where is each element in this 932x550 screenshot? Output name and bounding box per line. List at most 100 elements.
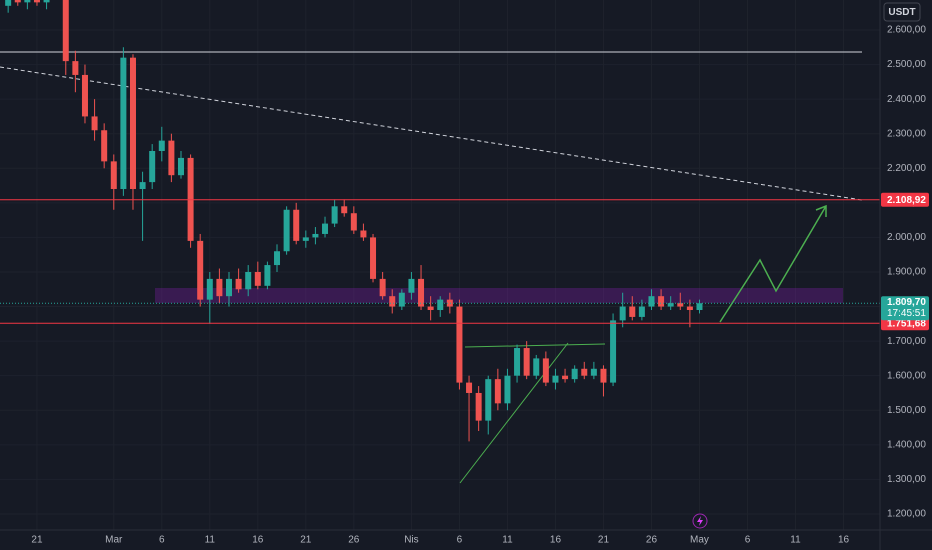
candle-body — [514, 348, 521, 376]
candle-body — [341, 206, 348, 214]
x-tick-label: 16 — [838, 535, 850, 546]
candle-body — [293, 209, 300, 241]
x-tick-label: 11 — [502, 535, 513, 546]
x-tick-label: Nis — [404, 535, 418, 546]
candle-body — [686, 306, 693, 311]
y-tick-label: 2.400,00 — [887, 94, 926, 105]
candle-body — [62, 0, 69, 62]
candle-body — [571, 368, 578, 380]
candle-body — [360, 230, 367, 238]
candle-body — [350, 213, 357, 231]
candle-body — [101, 130, 108, 162]
candle-body — [149, 150, 156, 183]
price-label-box — [881, 192, 929, 207]
candle-body — [466, 382, 473, 393]
candle-body — [590, 368, 597, 376]
candle-body — [533, 358, 540, 376]
y-tick-label: 1.500,00 — [887, 405, 926, 416]
candle-body — [696, 303, 703, 311]
candle-body — [139, 182, 146, 190]
candle-body — [629, 306, 636, 317]
candle-body — [408, 278, 415, 293]
candle-body — [542, 358, 549, 383]
candle-body — [91, 116, 98, 131]
candle-body — [638, 306, 645, 317]
candle-body — [274, 251, 281, 266]
y-tick-label: 1.700,00 — [887, 336, 926, 347]
candle-body — [235, 278, 242, 290]
candle-body — [81, 74, 88, 117]
x-tick-label: 6 — [159, 535, 165, 546]
candle-body — [427, 306, 434, 311]
candle-body — [677, 303, 684, 307]
arrow-head — [815, 204, 827, 217]
candle-body — [254, 271, 261, 286]
candle-body — [504, 375, 511, 404]
x-tick-label: 21 — [300, 535, 312, 546]
candle-body — [264, 265, 271, 286]
candle-body — [302, 237, 309, 241]
y-tick-label: 1.900,00 — [887, 267, 926, 278]
candle-body — [667, 303, 674, 307]
candle-body — [600, 368, 607, 383]
candle-body — [129, 57, 136, 190]
candle-body — [446, 299, 453, 307]
drawn-trendline — [464, 343, 606, 348]
y-tick-label: 1.400,00 — [887, 439, 926, 450]
candle-body — [43, 0, 50, 3]
candle-body — [312, 233, 319, 238]
x-tick-label: 6 — [745, 535, 751, 546]
y-tick-label: 1.300,00 — [887, 474, 926, 485]
x-tick-label: 26 — [348, 535, 360, 546]
candle-body — [283, 209, 290, 252]
last-price-label: 1.809,70 — [887, 297, 926, 308]
candle-body — [552, 375, 559, 383]
candle-body — [398, 292, 405, 307]
x-tick-label: 21 — [598, 535, 610, 546]
candle-body — [158, 140, 165, 151]
grid — [0, 0, 880, 530]
candle-body — [110, 161, 117, 190]
candle-body — [523, 348, 530, 376]
x-tick-label: 11 — [205, 535, 216, 546]
candle-body — [216, 278, 223, 297]
event-bolt — [697, 516, 703, 526]
candle-body — [72, 61, 79, 75]
candle-body — [437, 299, 444, 311]
price-label: 1.751,68 — [887, 318, 926, 329]
y-tick-label: 1.600,00 — [887, 370, 926, 381]
candle-body — [485, 379, 492, 421]
candle-body — [168, 140, 175, 176]
candle-body — [581, 368, 588, 376]
candle-body — [379, 278, 386, 297]
candle-body — [456, 306, 463, 383]
x-tick-label: 26 — [646, 535, 658, 546]
x-tick-label: Mar — [105, 535, 123, 546]
candle-body — [5, 0, 12, 6]
drawn-trendline — [459, 342, 569, 484]
x-tick-label: 21 — [31, 535, 43, 546]
currency-box — [883, 2, 921, 22]
last-price-box — [881, 296, 929, 321]
y-tick-label: 2.600,00 — [887, 25, 926, 36]
candle-body — [389, 296, 396, 307]
countdown: 17:45:51 — [887, 308, 926, 319]
candle-body — [206, 278, 213, 300]
price-label: 2.108,92 — [887, 195, 926, 206]
y-tick-label: 2.500,00 — [887, 59, 926, 70]
candle-body — [226, 278, 233, 297]
x-tick-label: 11 — [790, 535, 801, 546]
candle-body — [197, 240, 204, 300]
candle-body — [475, 392, 482, 421]
candle-body — [245, 271, 252, 290]
candle-body — [14, 0, 21, 3]
candle-body — [658, 296, 665, 307]
candle-body — [610, 320, 617, 383]
candle-body — [418, 278, 425, 307]
y-tick-label: 2.300,00 — [887, 128, 926, 139]
candle-body — [24, 0, 31, 3]
drawn-trendline — [0, 66, 863, 201]
candle-body — [562, 375, 569, 380]
